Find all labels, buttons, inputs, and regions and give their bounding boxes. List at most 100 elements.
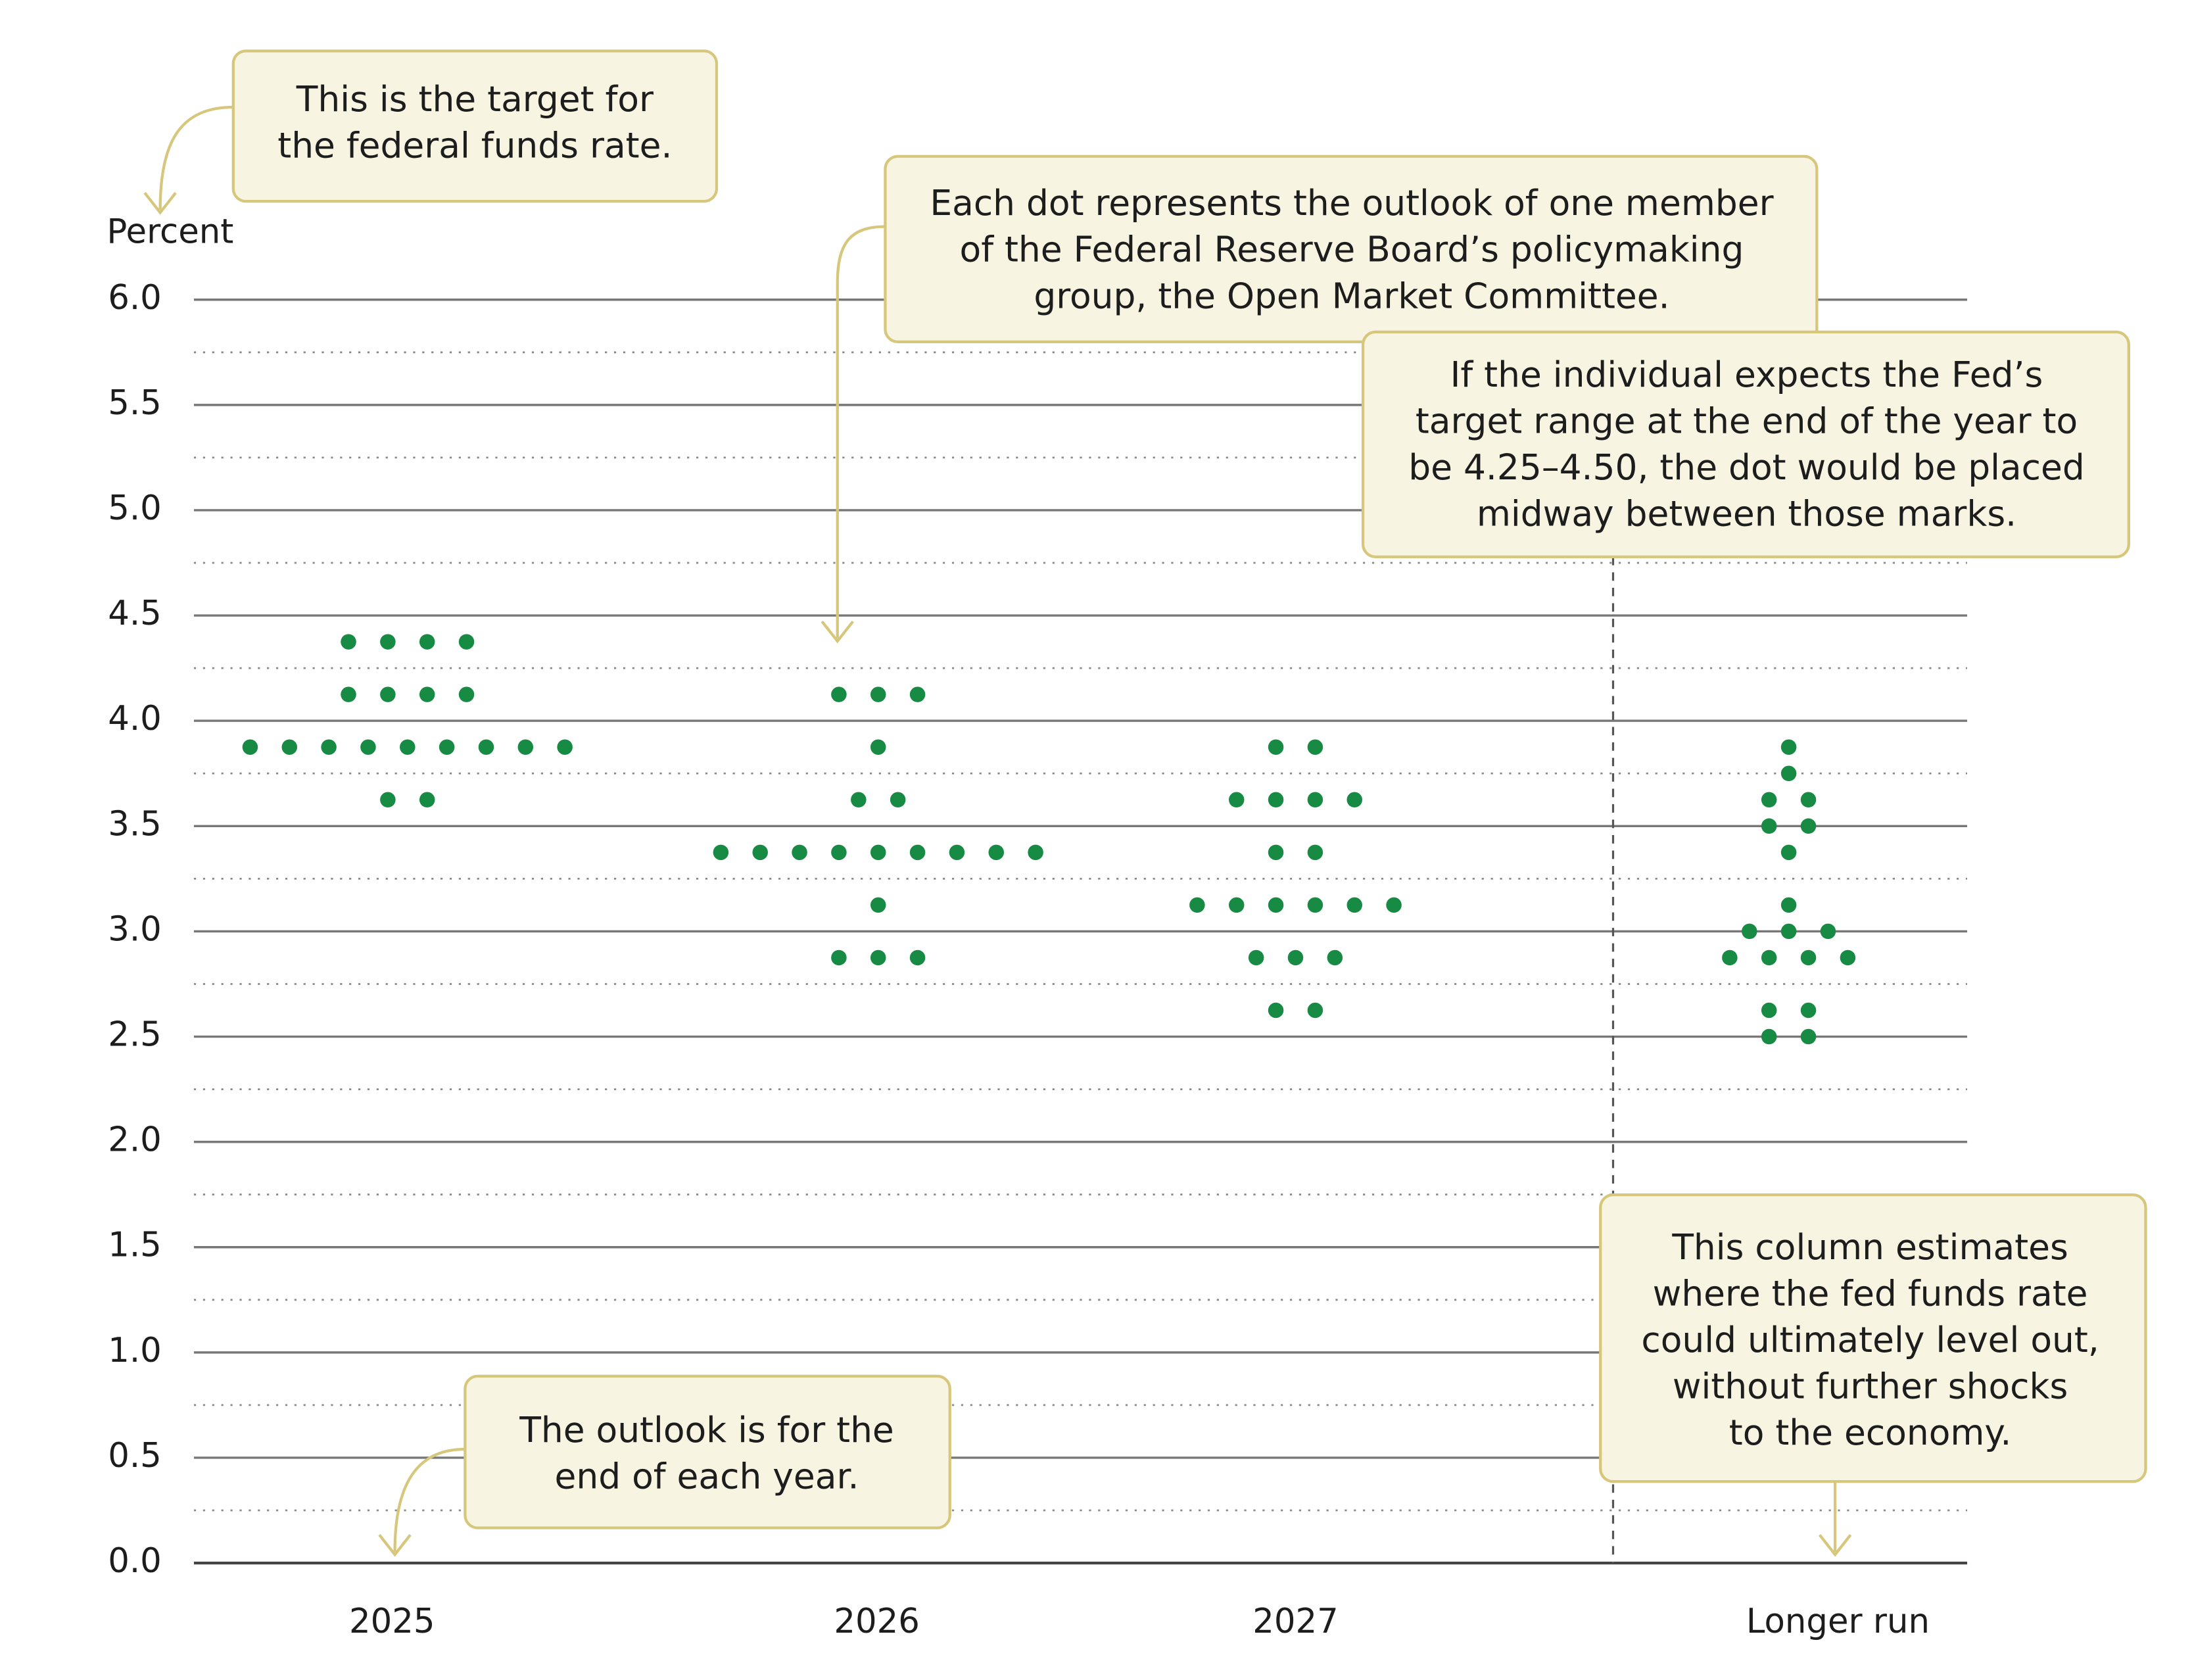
x-tick-label: Longer run xyxy=(1746,1602,1930,1641)
x-tick-label: 2026 xyxy=(834,1602,920,1641)
dot xyxy=(1346,792,1362,808)
dot xyxy=(419,686,435,702)
dot xyxy=(1307,844,1323,861)
dot xyxy=(1820,923,1836,940)
dot xyxy=(988,844,1005,861)
annotation-arrow xyxy=(836,225,886,638)
dots xyxy=(242,634,1856,1045)
y-axis-label: Percent xyxy=(107,212,233,251)
dot xyxy=(870,686,886,702)
x-tick-label: 2027 xyxy=(1252,1602,1339,1641)
dot xyxy=(380,634,396,650)
dot xyxy=(1268,844,1284,861)
dot xyxy=(831,844,847,861)
dot xyxy=(458,634,475,650)
dot xyxy=(242,739,258,755)
y-tick-label: 4.5 xyxy=(108,594,162,633)
dot xyxy=(419,792,435,808)
dot xyxy=(1722,949,1738,966)
arrow-head xyxy=(821,620,854,644)
dot xyxy=(949,844,965,861)
y-tick-label: 1.0 xyxy=(108,1331,162,1370)
x-tick-label: 2025 xyxy=(349,1602,435,1641)
dot xyxy=(831,949,847,966)
dot xyxy=(1268,792,1284,808)
y-tick-label: 0.5 xyxy=(108,1436,162,1476)
annotation-text: where the fed funds rate xyxy=(1653,1273,2088,1314)
dot xyxy=(1228,897,1245,913)
dot xyxy=(1287,949,1304,966)
annotation-text: to the economy. xyxy=(1729,1412,2012,1453)
dot xyxy=(870,949,886,966)
dot xyxy=(517,739,534,755)
dot xyxy=(1268,897,1284,913)
dot xyxy=(1761,792,1777,808)
dot xyxy=(713,844,729,861)
dot xyxy=(870,897,886,913)
y-tick-label: 4.0 xyxy=(108,699,162,738)
dot xyxy=(341,634,356,650)
dot xyxy=(1780,923,1797,940)
dot xyxy=(1346,897,1362,913)
dot xyxy=(1761,1002,1777,1019)
dot xyxy=(1800,1028,1817,1045)
dot xyxy=(870,844,886,861)
annotation-arrow xyxy=(158,105,233,210)
dot xyxy=(1307,739,1323,755)
dot xyxy=(909,844,926,861)
annotation-arrow xyxy=(393,1447,465,1552)
dot xyxy=(1800,1002,1817,1019)
dot xyxy=(478,739,494,755)
dot xyxy=(851,792,867,808)
dot xyxy=(1307,1002,1323,1019)
y-tick-label: 1.5 xyxy=(108,1226,162,1265)
dot xyxy=(380,686,396,702)
dot xyxy=(1386,897,1402,913)
dot xyxy=(1761,818,1777,834)
dot xyxy=(1761,949,1777,966)
dot xyxy=(557,739,573,755)
dot xyxy=(281,739,298,755)
dot xyxy=(1780,739,1797,755)
annotation-text: could ultimately level out, xyxy=(1641,1319,2099,1360)
y-tick-label: 6.0 xyxy=(108,278,162,318)
annotation-text: The outlook is for the xyxy=(519,1409,894,1451)
dot xyxy=(1228,792,1245,808)
annotation-box xyxy=(464,1374,951,1529)
annotation-text: the federal funds rate. xyxy=(277,125,672,166)
annotation-text: This column estimates xyxy=(1671,1226,2068,1268)
dot xyxy=(1307,897,1323,913)
dot xyxy=(1840,949,1856,966)
y-tick-label: 2.5 xyxy=(108,1015,162,1055)
dot xyxy=(1189,897,1205,913)
annotation-box xyxy=(1361,330,2130,558)
annotation-box xyxy=(884,155,1819,344)
annotation-box xyxy=(231,49,719,203)
y-tick-label: 3.0 xyxy=(108,909,162,949)
annotation-text: If the individual expects the Fed’s xyxy=(1450,354,2043,395)
dot xyxy=(1268,1002,1284,1019)
dot xyxy=(1268,739,1284,755)
dot xyxy=(1780,844,1797,861)
dot xyxy=(458,686,475,702)
dot xyxy=(400,739,416,755)
dot xyxy=(1800,792,1817,808)
dot xyxy=(1800,818,1817,834)
dot xyxy=(321,739,337,755)
y-tick-label: 3.5 xyxy=(108,804,162,844)
dot xyxy=(419,634,435,650)
arrow-head xyxy=(143,192,177,215)
annotation-text: This is the target for xyxy=(296,78,654,120)
dot xyxy=(1248,949,1264,966)
dot xyxy=(1028,844,1043,861)
dot xyxy=(1780,765,1797,782)
annotation-text: without further shocks xyxy=(1673,1366,2068,1407)
annotation-text: midway between those marks. xyxy=(1477,493,2016,535)
y-tick-label: 5.5 xyxy=(108,383,162,423)
dot xyxy=(1307,792,1323,808)
annotation-text: Each dot represents the outlook of one m… xyxy=(930,182,1773,224)
annotation-text: group, the Open Market Committee. xyxy=(1034,275,1669,316)
dot xyxy=(1761,1028,1777,1045)
